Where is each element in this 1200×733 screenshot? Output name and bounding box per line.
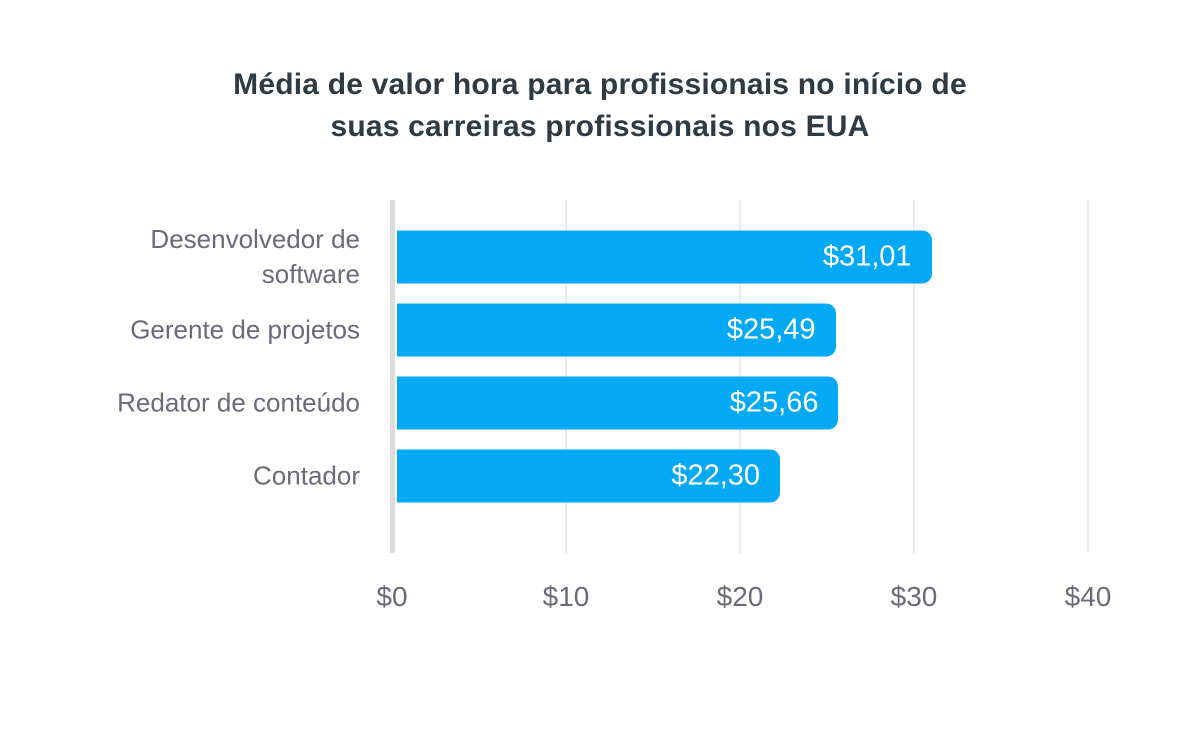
gridline-10	[565, 200, 567, 553]
category-label: Contador	[0, 459, 360, 494]
x-axis: $0 $10 $20 $30 $40	[0, 580, 1200, 616]
bar-row: Gerente de projetos $25,49	[0, 293, 1200, 366]
category-label-line: Contador	[253, 460, 360, 491]
gridline-30	[913, 200, 915, 553]
chart-title: Média de valor hora para profissionais n…	[0, 64, 1200, 148]
bar: $25,66	[397, 376, 839, 430]
bar: $31,01	[397, 230, 932, 283]
bar-value-label: $31,01	[822, 240, 912, 272]
gridline-20	[739, 200, 741, 553]
category-label: Gerente de projetos	[0, 312, 360, 347]
x-tick-label: $30	[890, 581, 938, 612]
bar-row: Contador $22,30	[0, 440, 1200, 513]
category-label-line: Redator de conteúdo	[117, 387, 360, 418]
chart-title-line-1: Média de valor hora para profissionais n…	[233, 68, 967, 101]
category-label: Desenvolvedor de software	[0, 222, 360, 292]
bar: $22,30	[397, 449, 781, 503]
bar-value-label: $25,49	[726, 313, 816, 346]
bar-value-label: $22,30	[671, 459, 761, 492]
bar-row: Desenvolvedor de software $31,01	[0, 220, 1200, 293]
x-tick-label: $10	[542, 581, 590, 612]
category-label: Redator de conteúdo	[0, 386, 360, 421]
x-tick-label: $40	[1064, 581, 1112, 612]
category-label-line: Gerente de projetos	[130, 314, 360, 345]
gridline-40	[1087, 200, 1089, 553]
category-label-line: Desenvolvedor de	[150, 223, 360, 254]
bar: $25,49	[397, 303, 836, 357]
bar-value-label: $25,66	[729, 386, 819, 419]
x-tick-label: $0	[376, 581, 408, 612]
x-tick-label: $20	[716, 581, 764, 612]
plot-area: Desenvolvedor de software $31,01 Gerente de…	[117, 200, 1089, 553]
category-label-line: software	[261, 258, 360, 289]
bar-row: Redator de conteúdo $25,66	[0, 367, 1200, 440]
y-axis-baseline	[390, 200, 395, 553]
chart-title-line-2: suas carreiras profissionais nos EUA	[330, 110, 870, 143]
